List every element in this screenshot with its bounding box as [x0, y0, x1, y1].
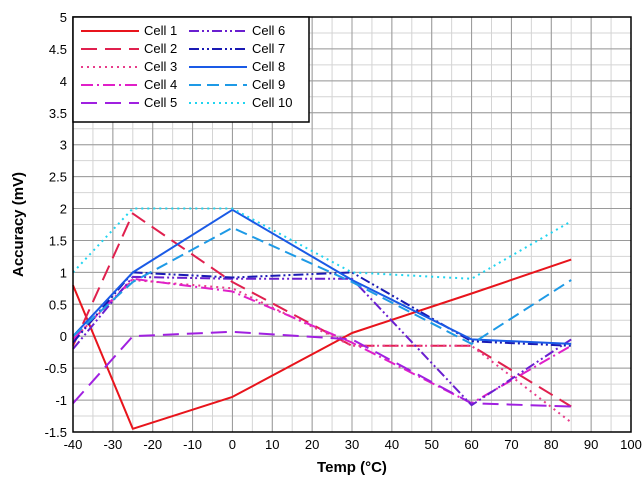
- x-tick-label: 90: [584, 437, 598, 452]
- legend-label-cell-6: Cell 6: [252, 23, 285, 38]
- x-tick-label: 80: [544, 437, 558, 452]
- legend-label-cell-5: Cell 5: [144, 95, 177, 110]
- y-tick-label: -1.5: [45, 425, 67, 440]
- x-tick-label: 100: [620, 437, 642, 452]
- y-tick-label: 3: [60, 138, 67, 153]
- series-line-cell-8: [72, 208, 572, 345]
- y-tick-label: -1: [55, 393, 67, 408]
- y-tick-label: 3.5: [49, 106, 67, 121]
- x-axis-title: Temp (°C): [317, 459, 387, 476]
- x-tick-label: 10: [265, 437, 279, 452]
- series-line-cell-3: [72, 279, 572, 424]
- x-tick-label: -30: [103, 437, 122, 452]
- series-line-cell-10: [72, 207, 572, 280]
- legend-label-cell-10: Cell 10: [252, 95, 292, 110]
- x-tick-label: -10: [183, 437, 202, 452]
- legend-label-cell-1: Cell 1: [144, 23, 177, 38]
- y-tick-labels: -1.5 -1 -0.5 0 0.5 1 1.5 2 2.5 3 3.5 4 4.5 5: [45, 10, 67, 440]
- legend-label-cell-4: Cell 4: [144, 77, 177, 92]
- series-line-cell-5: [72, 330, 572, 408]
- y-tick-label: 5: [60, 10, 67, 25]
- series-line-cell-2: [72, 212, 572, 408]
- y-tick-label: 0: [60, 329, 67, 344]
- y-tick-label: 0.5: [49, 297, 67, 312]
- y-tick-label: 1: [60, 265, 67, 280]
- legend-label-cell-9: Cell 9: [252, 77, 285, 92]
- legend-label-cell-3: Cell 3: [144, 59, 177, 74]
- x-tick-label: -20: [143, 437, 162, 452]
- y-axis-title: Accuracy (mV): [10, 172, 27, 277]
- x-tick-label: 50: [424, 437, 438, 452]
- legend-label-cell-8: Cell 8: [252, 59, 285, 74]
- y-tick-label: 2.5: [49, 170, 67, 185]
- y-tick-label: 4: [60, 74, 67, 89]
- x-tick-label: 20: [305, 437, 319, 452]
- y-tick-label: 2: [60, 202, 67, 217]
- legend-label-cell-7: Cell 7: [252, 41, 285, 56]
- series-line-cell-1: [72, 258, 572, 430]
- x-tick-label: 70: [504, 437, 518, 452]
- series-line-cell-9: [72, 226, 572, 345]
- x-tick-label: 30: [345, 437, 359, 452]
- legend: Cell 1 Cell 2 Cell 3 Cell 4 Cell 5 Cell 6 Cell…: [72, 16, 310, 123]
- series-line-cell-6: [72, 275, 572, 407]
- x-tick-label: -40: [64, 437, 83, 452]
- y-tick-label: -0.5: [45, 361, 67, 376]
- series-layer: [72, 207, 572, 430]
- plot-frame: [72, 16, 632, 433]
- y-tick-label: 4.5: [49, 42, 67, 57]
- x-tick-label: 0: [229, 437, 236, 452]
- x-tick-labels: -40 -30 -20 -10 0 10 20 30 40 50 60 70 80 90 100: [64, 437, 642, 452]
- x-tick-label: 40: [385, 437, 399, 452]
- legend-box: [72, 16, 310, 123]
- legend-label-cell-2: Cell 2: [144, 41, 177, 56]
- y-tick-label: 1.5: [49, 233, 67, 248]
- x-tick-label: 60: [464, 437, 478, 452]
